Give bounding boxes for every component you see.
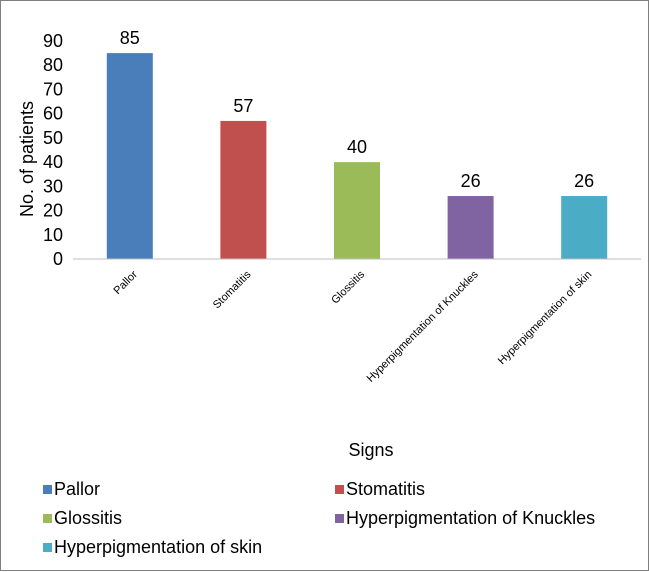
x-tick-label: Pallor <box>112 268 141 297</box>
x-tick-label: Hyperpigmentation of skin <box>496 269 594 367</box>
data-label: 40 <box>347 137 367 157</box>
legend: Pallor Stomatitis Glossitis Hyperpigmentati… <box>43 479 595 557</box>
y-tick-label: 30 <box>43 176 63 196</box>
bar <box>334 162 380 259</box>
bar <box>106 53 153 259</box>
data-label: 26 <box>574 171 594 191</box>
legend-swatch <box>335 485 344 494</box>
x-tick-label: Hyperpigmentation of Knuckles <box>365 268 481 384</box>
y-tick-label: 50 <box>43 128 63 148</box>
x-tick-label: Glossitis <box>329 268 367 306</box>
legend-label: Glossitis <box>54 508 122 528</box>
y-axis-title: No. of patients <box>17 101 37 217</box>
legend-label: Pallor <box>54 479 100 499</box>
bars-group <box>106 53 608 259</box>
y-tick-label: 90 <box>43 31 63 51</box>
legend-swatch <box>43 514 52 523</box>
legend-swatch <box>335 514 344 523</box>
data-labels: 85 57 40 26 26 <box>120 28 594 191</box>
y-axis-ticks: 0 10 20 30 40 50 60 70 80 90 <box>43 31 63 269</box>
x-axis-category-labels: Pallor Stomatitis GlossitisHyperpigmentati… <box>112 268 595 384</box>
y-tick-label: 20 <box>43 201 63 221</box>
legend-swatch <box>43 485 52 494</box>
legend-label: Stomatitis <box>346 479 425 499</box>
y-tick-label: 0 <box>53 249 63 269</box>
y-tick-label: 10 <box>43 225 63 245</box>
x-tick-label: Stomatitis <box>211 268 254 311</box>
legend-label: Hyperpigmentation of skin <box>54 537 262 557</box>
data-label: 85 <box>120 28 140 48</box>
bar <box>561 196 608 259</box>
y-tick-label: 70 <box>43 79 63 99</box>
legend-label: Hyperpigmentation of Knuckles <box>346 508 595 528</box>
x-axis-title: Signs <box>348 440 393 460</box>
bar <box>447 196 494 259</box>
y-tick-label: 80 <box>43 55 63 75</box>
data-label: 26 <box>461 171 481 191</box>
data-label: 57 <box>233 96 253 116</box>
legend-swatch <box>43 543 52 552</box>
y-tick-label: 60 <box>43 104 63 124</box>
y-tick-label: 40 <box>43 152 63 172</box>
bar <box>220 120 267 259</box>
